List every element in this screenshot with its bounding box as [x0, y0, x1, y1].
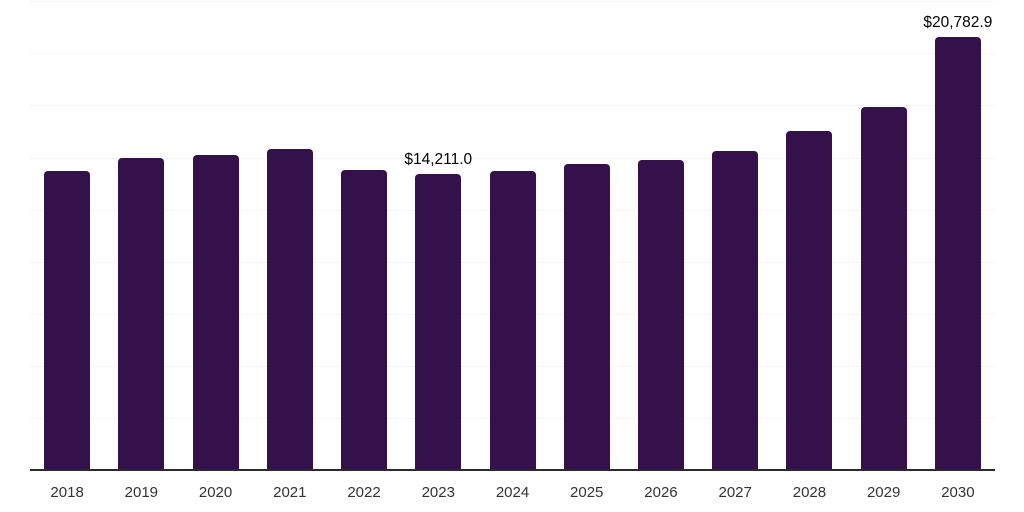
- bar-2029[interactable]: [860, 106, 907, 469]
- gridline-17500: [30, 105, 995, 107]
- bar-2020[interactable]: [192, 154, 239, 469]
- x-tick-label-2028: 2028: [792, 484, 827, 501]
- bar-2027[interactable]: [712, 151, 759, 469]
- bar-2018[interactable]: [44, 171, 91, 469]
- gridline-22500: [30, 1, 995, 3]
- x-tick-label-2025: 2025: [570, 484, 604, 501]
- x-tick-label-2021: 2021: [273, 484, 307, 501]
- bar-2019[interactable]: [118, 157, 165, 469]
- bar-2025[interactable]: [563, 164, 610, 469]
- bar-2030[interactable]: [934, 37, 981, 469]
- x-tick-label-2024: 2024: [495, 484, 530, 501]
- x-tick-label-2019: 2019: [124, 484, 159, 501]
- bar-2023[interactable]: [415, 173, 462, 469]
- bar-2024[interactable]: [489, 170, 536, 469]
- data-label-2030: $20,782.9: [923, 14, 993, 32]
- bar-2028[interactable]: [786, 130, 833, 469]
- x-tick-label-2029: 2029: [866, 484, 901, 501]
- gridline-15000: [30, 157, 995, 159]
- x-axis-line: [30, 469, 995, 471]
- x-tick-label-2023: 2023: [421, 484, 455, 501]
- x-tick-label-2027: 2027: [718, 484, 752, 501]
- bar-2022[interactable]: [341, 170, 388, 469]
- data-label-2023: $14,211.0: [404, 150, 473, 168]
- x-tick-label-2018: 2018: [50, 484, 84, 501]
- x-tick-label-2020: 2020: [198, 484, 233, 501]
- x-tick-label-2022: 2022: [347, 484, 381, 501]
- bar-2021[interactable]: [266, 148, 313, 469]
- x-tick-label-2030: 2030: [941, 484, 975, 501]
- gridline-20000: [30, 53, 995, 55]
- x-tick-label-2026: 2026: [644, 484, 678, 501]
- bar-2026[interactable]: [637, 159, 684, 469]
